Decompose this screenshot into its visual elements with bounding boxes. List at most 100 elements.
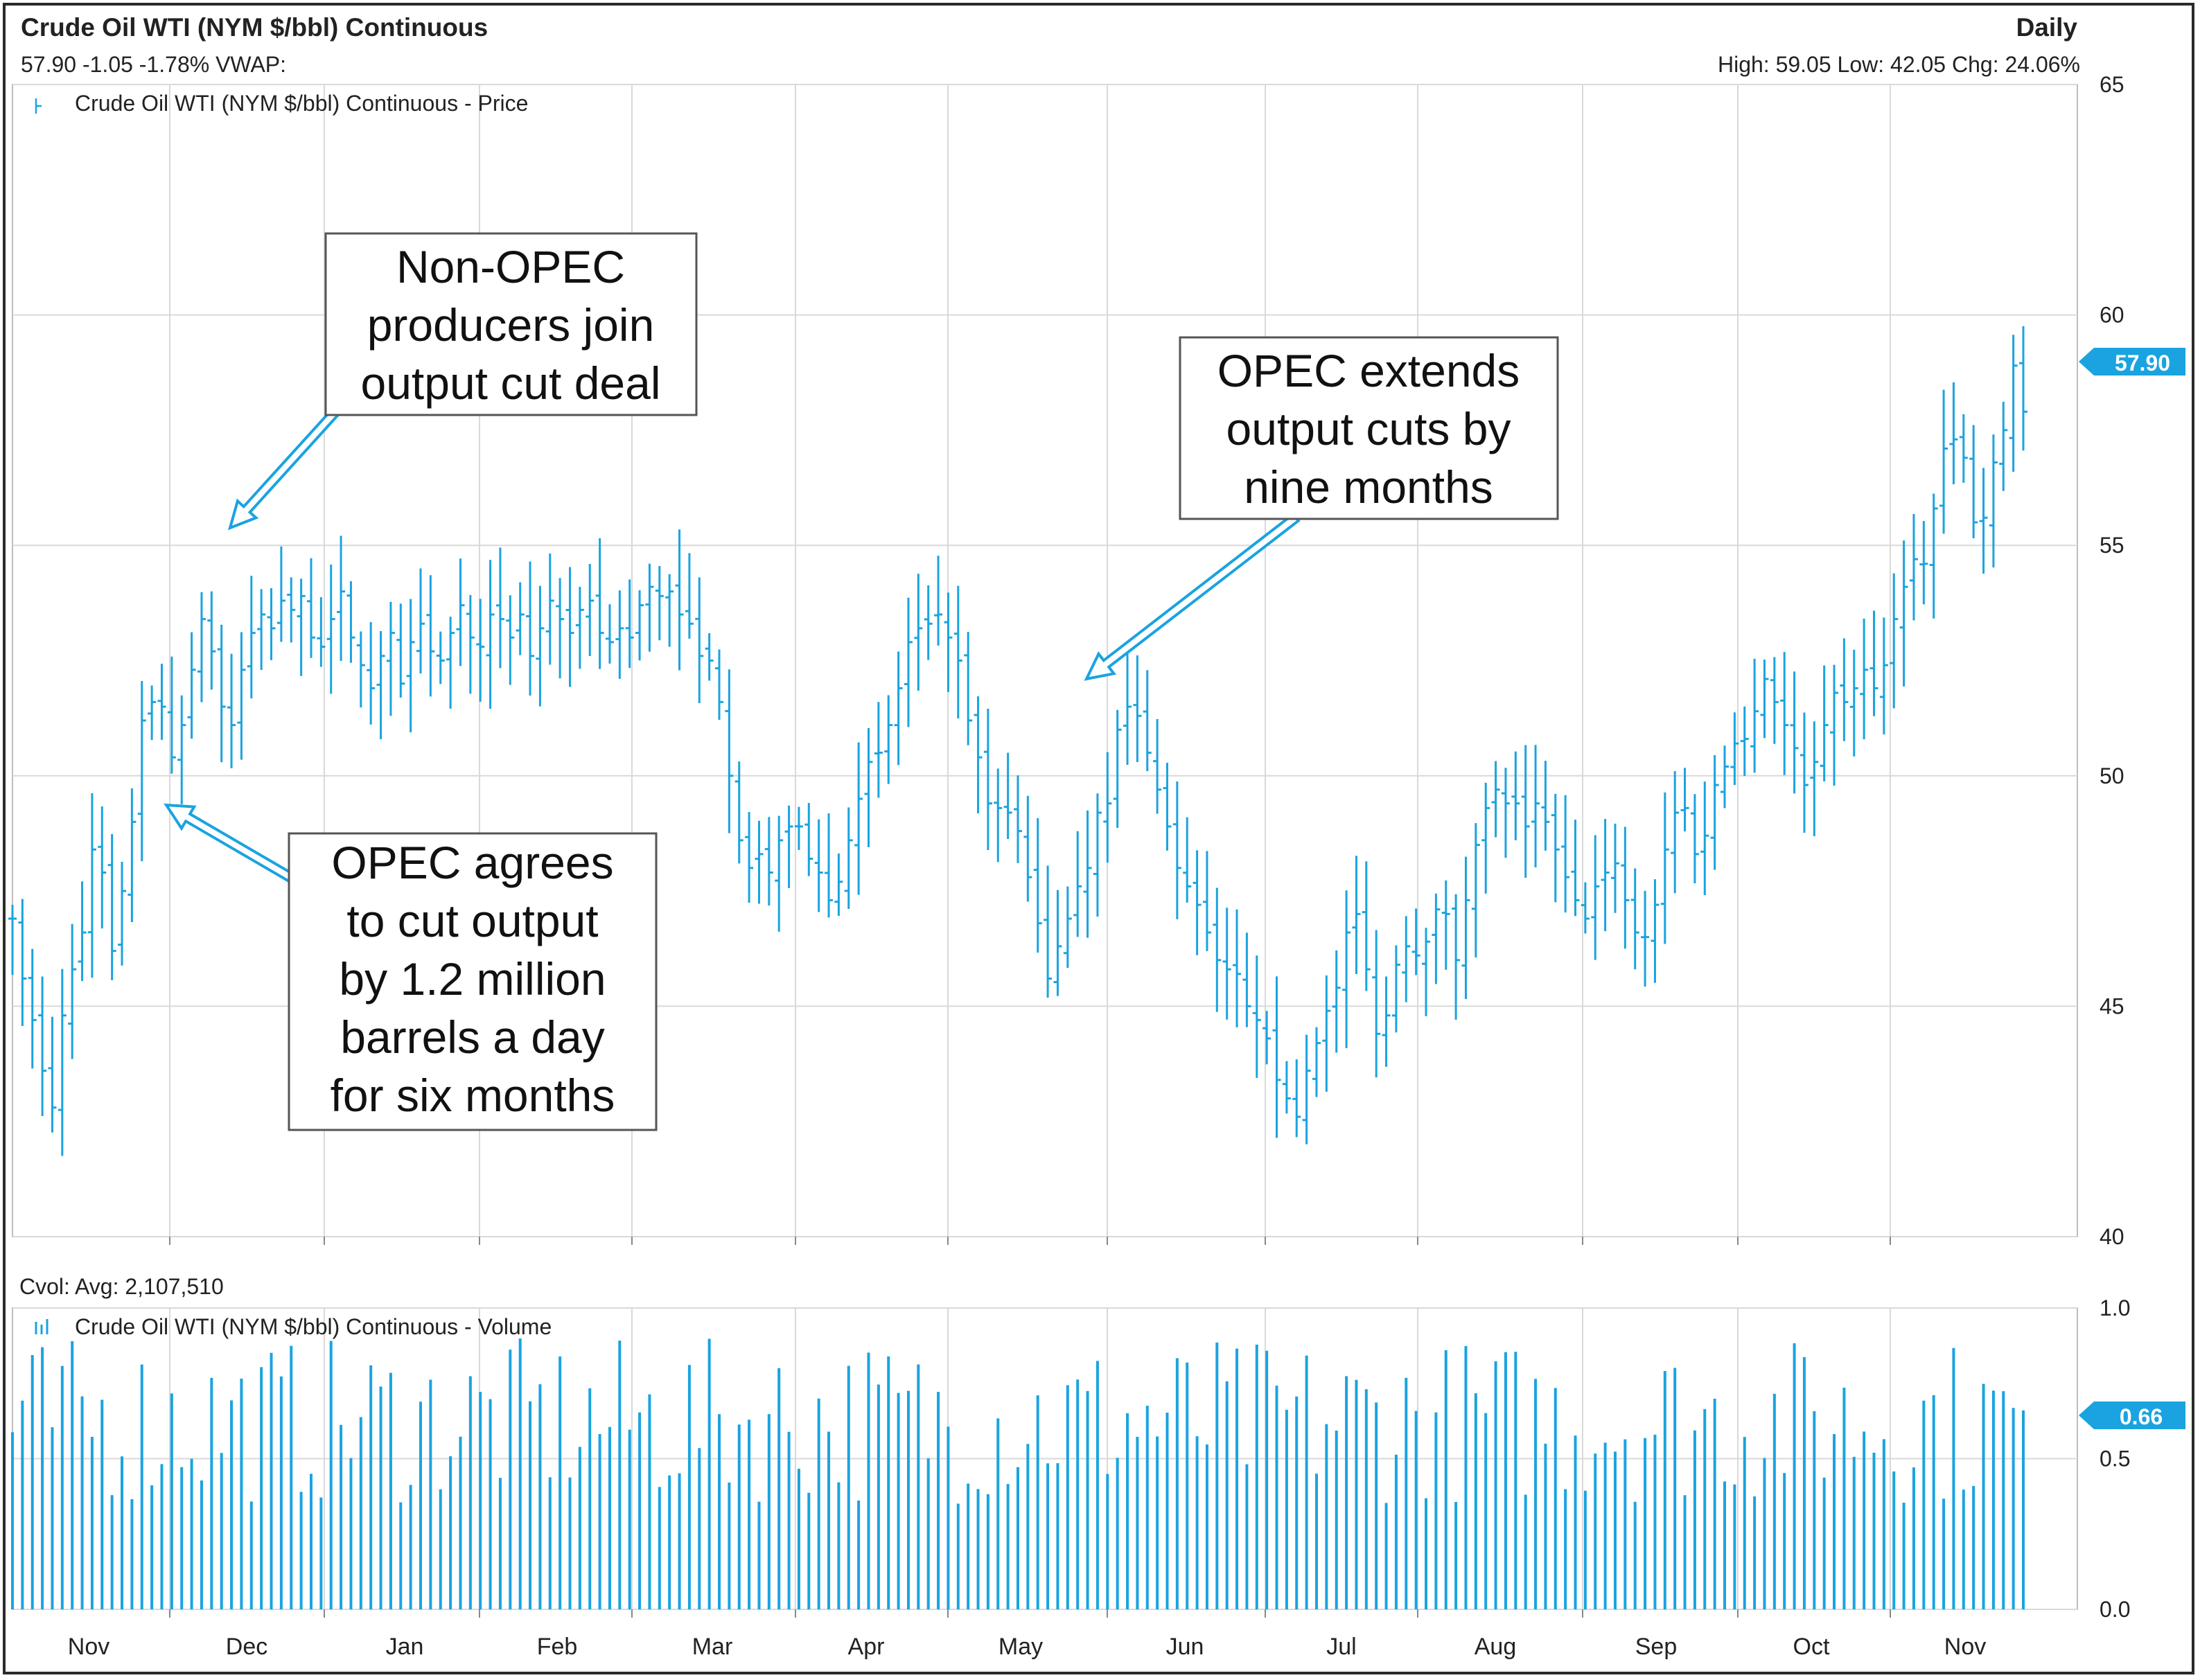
ohlc-bar xyxy=(575,587,584,669)
ohlc-bar xyxy=(1591,835,1600,960)
ohlc-bar xyxy=(1750,658,1759,773)
ohlc-bar xyxy=(148,685,157,741)
ohlc-bar xyxy=(416,568,425,674)
month-label: May xyxy=(998,1634,1043,1660)
price-y-axis: 65 60 55 50 45 40 xyxy=(2100,72,2124,1249)
ohlc-bar xyxy=(1382,976,1391,1067)
price-legend-label: Crude Oil WTI (NYM $/bbl) Continuous - P… xyxy=(75,91,528,116)
price-tick-label: 60 xyxy=(2100,303,2124,328)
ohlc-bar xyxy=(1153,718,1162,814)
ohlc-bar xyxy=(1103,752,1112,863)
ohlc-bar xyxy=(1959,414,1968,483)
ohlc-bar xyxy=(38,976,47,1117)
ohlc-bar xyxy=(247,576,256,699)
ohlc-bar xyxy=(565,567,574,687)
ohlc-bar xyxy=(1123,648,1132,765)
ohlc-bar xyxy=(1441,880,1450,970)
volume-tick-label: 1.0 xyxy=(2100,1296,2130,1320)
ohlc-bar xyxy=(58,969,67,1156)
ohlc-bar xyxy=(1452,894,1461,1020)
ohlc-bar xyxy=(1979,468,1988,574)
ohlc-bar xyxy=(1919,520,1928,605)
ohlc-bar xyxy=(1083,810,1092,938)
interval-label: Daily xyxy=(2016,13,2078,42)
last-volume-tag: 0.66 xyxy=(2079,1402,2185,1429)
ohlc-bar xyxy=(1810,721,1819,836)
legend-volume-icon xyxy=(35,1319,49,1334)
ohlc-bar xyxy=(1721,745,1730,808)
ohlc-bar xyxy=(734,761,743,864)
ohlc-bar xyxy=(257,589,266,671)
volume-panel-label: Cvol: Avg: 2,107,510 xyxy=(19,1274,224,1299)
ohlc-bar xyxy=(18,899,27,1026)
ohlc-bar xyxy=(1740,706,1749,777)
ohlc-bar xyxy=(1133,655,1142,763)
ohlc-bar xyxy=(1262,1011,1271,1065)
ohlc-bar xyxy=(1501,768,1510,858)
ohlc-bar xyxy=(426,575,435,697)
annotation-opec-agrees-text: OPEC agrees to cut output by 1.2 million ba… xyxy=(331,837,615,1121)
chart-title: Crude Oil WTI (NYM $/bbl) Continuous xyxy=(21,13,488,42)
ohlc-bar xyxy=(1093,793,1102,917)
last-price-value: 57.90 xyxy=(2115,351,2170,375)
ohlc-bar xyxy=(1044,865,1053,998)
ohlc-bar xyxy=(645,563,654,652)
ohlc-bar xyxy=(337,536,346,661)
ohlc-bar xyxy=(1571,820,1580,917)
ohlc-bar xyxy=(396,603,405,698)
ohlc-bar xyxy=(446,617,455,709)
ohlc-bar xyxy=(1033,817,1042,953)
price-bars xyxy=(8,326,2027,1156)
ohlc-bar xyxy=(48,1016,57,1133)
ohlc-bar xyxy=(1820,665,1829,781)
ohlc-bar xyxy=(476,599,485,702)
ohlc-bar xyxy=(536,585,545,707)
ohlc-bar xyxy=(227,653,236,768)
ohlc-bar xyxy=(1461,856,1470,1000)
ohlc-bar xyxy=(1780,652,1789,775)
ohlc-bar xyxy=(1163,762,1172,851)
ohlc-bar xyxy=(1621,826,1630,949)
ohlc-bar xyxy=(804,802,813,876)
ohlc-bar xyxy=(1312,1027,1321,1097)
ohlc-bar xyxy=(1222,908,1231,1020)
ohlc-bar xyxy=(1272,976,1281,1138)
ohlc-bar xyxy=(1003,752,1012,839)
ohlc-bar xyxy=(78,881,87,982)
annotation-arrows xyxy=(164,404,1301,894)
ohlc-bar xyxy=(1630,868,1639,970)
ohlc-bar xyxy=(98,806,107,929)
annotation-opec-extends: OPEC extends output cuts by nine months xyxy=(1179,336,1559,520)
arrow-opec-extends xyxy=(1084,512,1301,681)
ohlc-bar xyxy=(655,565,664,641)
price-tick-label: 65 xyxy=(2100,72,2124,97)
ohlc-bar xyxy=(346,581,355,663)
ohlc-bar xyxy=(1183,817,1192,903)
ohlc-bar xyxy=(2019,326,2027,451)
ohlc-bar xyxy=(1840,638,1849,741)
ohlc-bar xyxy=(1252,955,1261,1078)
ohlc-bar xyxy=(456,558,465,666)
ohlc-bar xyxy=(1172,781,1181,919)
ohlc-bar xyxy=(764,817,773,906)
ohlc-bar xyxy=(1949,382,1958,484)
ohlc-bar xyxy=(1671,771,1680,894)
ohlc-bar xyxy=(1730,712,1739,786)
ohlc-bar xyxy=(1760,660,1769,739)
ohlc-bar xyxy=(854,742,863,895)
ohlc-bar xyxy=(1890,573,1899,709)
price-tick-label: 45 xyxy=(2100,993,2124,1018)
ohlc-bar xyxy=(794,806,803,850)
ohlc-bar xyxy=(1541,761,1550,851)
ohlc-bar xyxy=(1899,540,1908,687)
ohlc-bar xyxy=(1710,755,1719,870)
arrow-opec-agrees xyxy=(164,803,313,894)
ohlc-bar xyxy=(2009,335,2018,472)
ohlc-bar xyxy=(1202,851,1211,951)
month-label: Nov xyxy=(68,1634,109,1660)
ohlc-bar xyxy=(545,553,554,665)
ohlc-bar xyxy=(1292,1059,1301,1138)
ohlc-bar xyxy=(436,631,445,684)
volume-tick-label: 0.0 xyxy=(2100,1597,2130,1622)
